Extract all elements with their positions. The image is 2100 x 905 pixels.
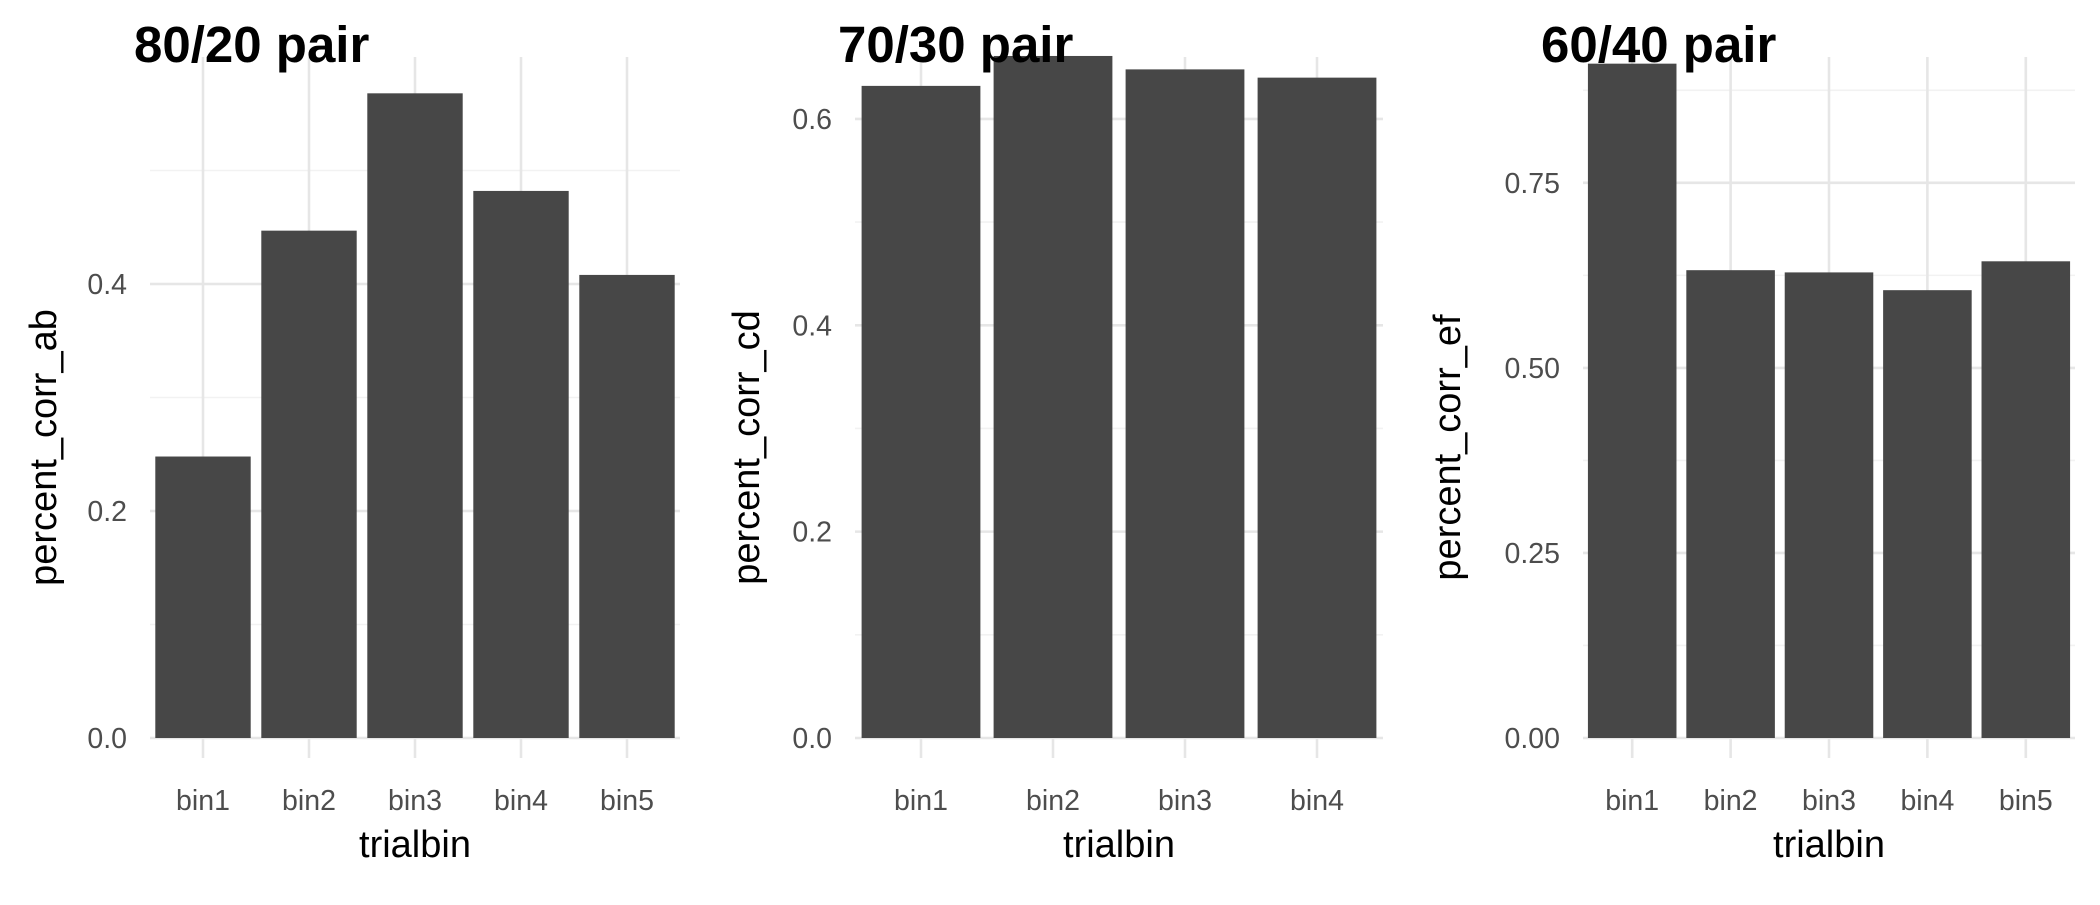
x-tick-label: bin2 [1026,785,1080,817]
bar-bin1 [155,456,251,738]
bar-bin2 [261,230,357,738]
panel-title: 70/30 pair [838,16,1073,73]
bar-bin3 [1125,69,1245,738]
x-axis-label: trialbin [1773,824,1885,866]
x-tick-label: bin1 [176,785,230,817]
bar-bin3 [367,93,463,738]
x-tick-label: bin1 [1605,785,1659,817]
bar-bin4 [1883,290,1972,738]
y-tick-label: 0.0 [792,723,832,755]
x-tick-label: bin5 [600,785,654,817]
panel-3: 0.00 0.25 0.50 0.75 bin1 bin2 bin3 bin4 bin5 tria… [1427,16,2075,866]
panel-1: 0.0 0.2 0.4 bin1 bin2 bin3 bin4 bin5 trialbin per… [23,16,680,866]
bar-bin1 [861,85,981,738]
bar-bin3 [1784,272,1874,738]
y-tick-label: 0.00 [1505,723,1560,755]
x-tick-label: bin4 [494,785,548,817]
x-tick-label: bin3 [1158,785,1212,817]
y-tick-label: 0.4 [792,310,832,342]
x-axis-label: trialbin [359,824,471,866]
bar-bin4 [473,190,569,738]
x-tick-label: bin5 [1999,785,2053,817]
x-tick-label: bin3 [388,785,442,817]
x-tick-label: bin4 [1900,785,1954,817]
y-tick-label: 0.25 [1505,538,1560,570]
bar-bin5 [579,274,675,738]
y-tick-label: 0.75 [1505,168,1560,200]
bar-bin2 [993,55,1113,738]
y-tick-label: 0.50 [1505,353,1560,385]
panel-2: 0.0 0.2 0.4 0.6 bin1 bin2 bin3 bin4 trialbin perc… [726,16,1383,866]
x-tick-label: bin1 [894,785,948,817]
x-tick-label: bin3 [1802,785,1856,817]
panel-title: 60/40 pair [1541,16,1776,73]
x-tick-label: bin4 [1290,785,1344,817]
y-axis-label: percent_corr_ab [23,309,65,586]
bar-bin2 [1686,270,1775,738]
y-axis-label: percent_corr_cd [726,310,768,585]
x-axis-label: trialbin [1063,824,1175,866]
bar-bin1 [1587,63,1677,738]
y-tick-label: 0.6 [792,104,832,136]
y-tick-label: 0.2 [792,517,832,549]
y-tick-label: 0.2 [87,496,127,528]
x-tick-label: bin2 [1704,785,1758,817]
bar-bin4 [1257,77,1377,739]
panel-title: 80/20 pair [134,16,369,73]
bar-bin5 [1981,261,2071,738]
y-tick-label: 0.4 [87,269,127,301]
y-axis-label: percent_corr_ef [1427,314,1469,581]
y-tick-label: 0.0 [87,723,127,755]
x-tick-label: bin2 [282,785,336,817]
